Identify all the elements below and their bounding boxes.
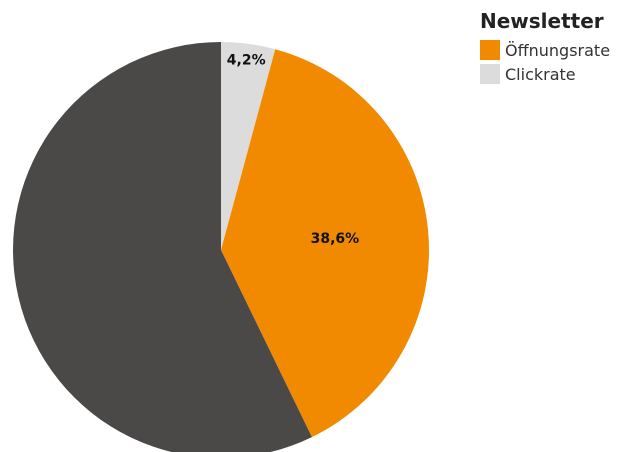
legend-swatch-clickrate	[480, 64, 500, 84]
pie-slices	[13, 42, 430, 452]
legend-label-clickrate: Clickrate	[505, 64, 576, 84]
pie-slice-0	[221, 42, 276, 250]
legend-item-oeffnungsrate: Öffnungsrate	[480, 39, 640, 61]
legend-label-oeffnungsrate: Öffnungsrate	[505, 40, 611, 60]
pie-slice-1	[221, 49, 430, 438]
pie-slice-labels: 4,2% 38,6%	[227, 52, 359, 247]
chart-title: Newsletter	[480, 9, 604, 33]
pie-slice-2	[13, 42, 312, 452]
pie-slice-label-0: 4,2%	[227, 52, 266, 68]
pie-slice-label-1: 38,6%	[311, 231, 360, 247]
legend-item-clickrate: Clickrate	[480, 63, 640, 85]
chart-legend: Newsletter Öffnungsrate Clickrate	[480, 8, 640, 87]
legend-swatch-oeffnungsrate	[480, 40, 500, 60]
